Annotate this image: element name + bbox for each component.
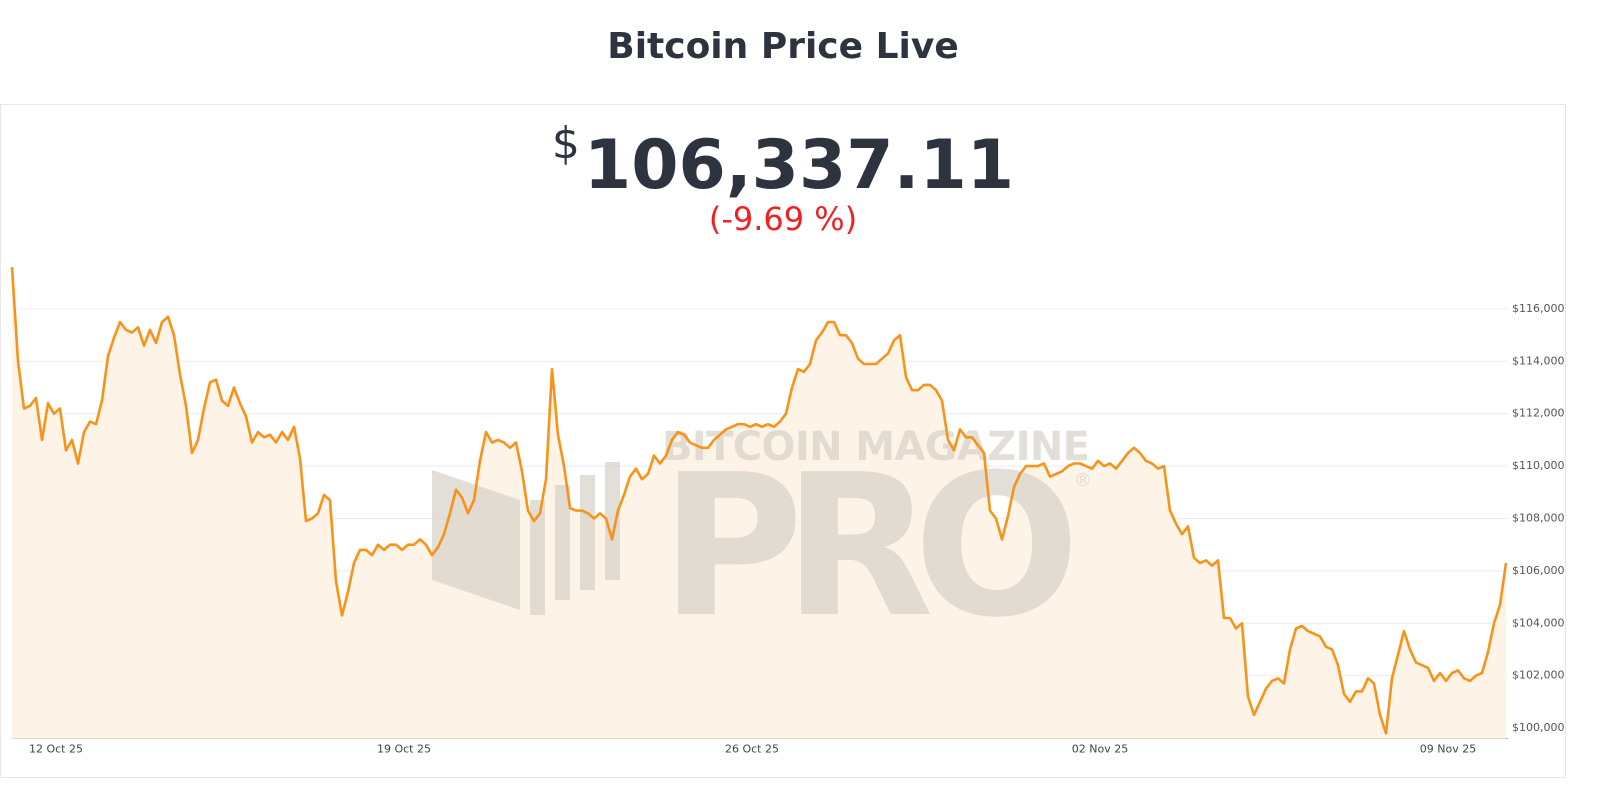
watermark-bar (530, 500, 545, 615)
price-change: (-9.69 %) (708, 200, 858, 238)
watermark-bar (605, 462, 620, 580)
y-tick-label: $112,000 (1512, 407, 1565, 420)
y-tick-label: $114,000 (1512, 354, 1565, 367)
watermark-bar (555, 485, 570, 600)
y-tick-label: $102,000 (1512, 669, 1565, 682)
y-tick-label: $104,000 (1512, 616, 1565, 629)
y-tick-label: $116,000 (1512, 302, 1565, 315)
y-tick-label: $108,000 (1512, 511, 1565, 524)
area-fill (12, 267, 1506, 739)
y-tick-label: $100,000 (1512, 721, 1565, 734)
x-tick-label: 12 Oct 25 (29, 743, 83, 756)
watermark-top: BITCOIN MAGAZINE (662, 424, 1090, 470)
x-tick-label: 09 Nov 25 (1420, 743, 1476, 756)
currency-symbol: $ (551, 118, 580, 169)
x-tick-label: 26 Oct 25 (725, 743, 779, 756)
price-line (10, 267, 1508, 735)
x-tick-label: 19 Oct 25 (377, 743, 431, 756)
y-tick-label: $106,000 (1512, 564, 1565, 577)
page-title: Bitcoin Price Live (607, 26, 959, 67)
watermark-mark: ® (1074, 470, 1092, 491)
watermark-bar (580, 475, 595, 590)
y-tick-label: $110,000 (1512, 459, 1565, 472)
price-row: $106,337.11 (0, 118, 1566, 205)
x-tick-label: 02 Nov 25 (1072, 743, 1128, 756)
watermark-main: PRO (660, 433, 1080, 661)
price: 106,337.11 (583, 126, 1015, 205)
watermark-stripe (432, 510, 520, 610)
chart-card (0, 104, 1566, 778)
